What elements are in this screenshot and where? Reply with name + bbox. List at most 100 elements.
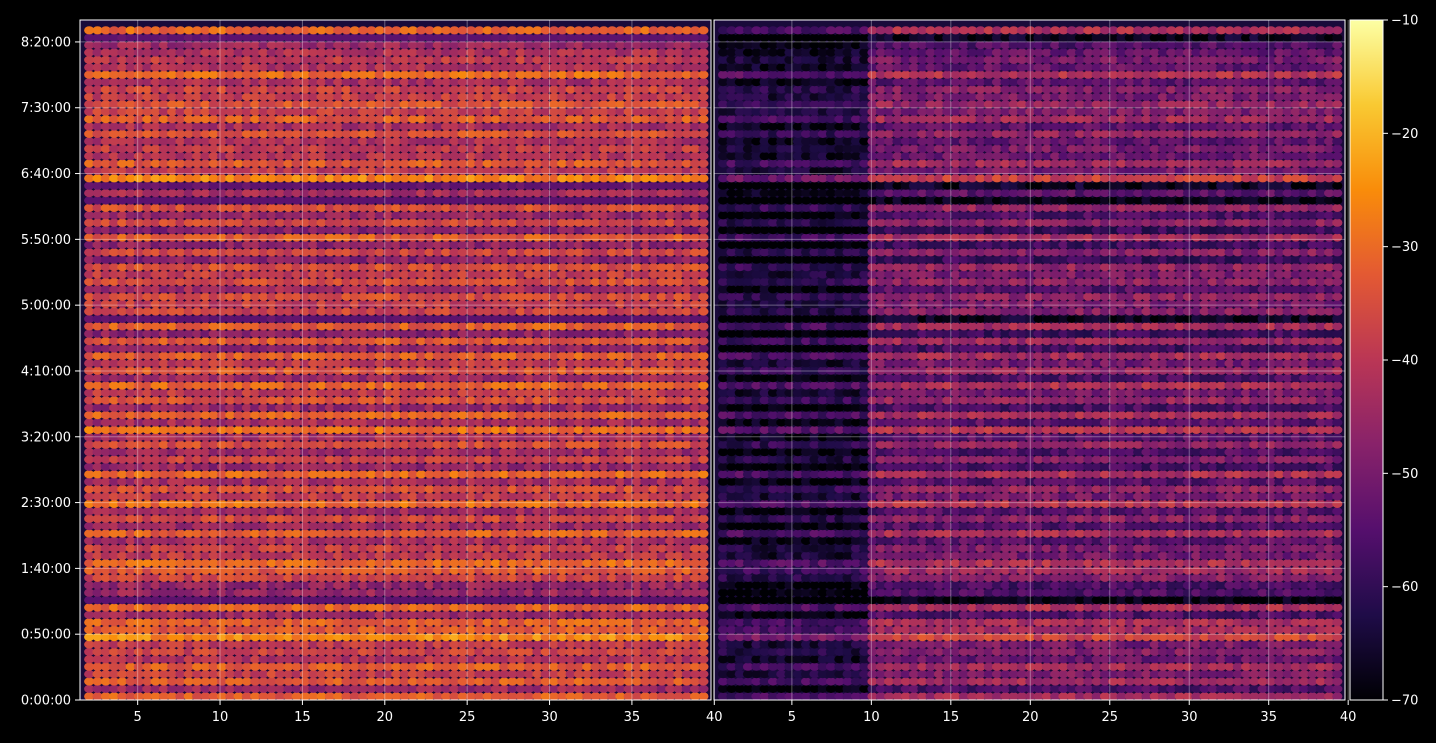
heatmap-cell <box>399 640 410 649</box>
heatmap-cell <box>333 603 344 612</box>
heatmap-cell <box>490 677 501 686</box>
heatmap-cell <box>698 618 709 627</box>
heatmap-cell <box>573 684 585 694</box>
heatmap-cell <box>548 684 560 694</box>
heatmap-cell <box>150 640 161 649</box>
heatmap-cell <box>142 603 153 612</box>
heatmap-cell <box>416 618 427 627</box>
heatmap-cell <box>673 677 684 686</box>
heatmap-cell <box>631 618 643 627</box>
heatmap-cell <box>374 684 385 694</box>
heatmap-cell <box>291 625 302 634</box>
heatmap-cell <box>382 670 394 679</box>
heatmap-cell <box>515 677 526 686</box>
heatmap-cell <box>216 603 228 612</box>
heatmap-cell <box>358 633 369 642</box>
heatmap-cell <box>407 692 418 701</box>
heatmap-cell <box>92 662 103 671</box>
heatmap-cell <box>557 670 568 679</box>
heatmap-cell <box>333 684 344 694</box>
heatmap-cell <box>382 603 394 612</box>
heatmap-cell <box>241 603 252 612</box>
heatmap-cell <box>698 218 709 227</box>
heatmap-cell <box>258 633 269 642</box>
heatmap-cell <box>241 640 252 649</box>
heatmap-cell <box>698 655 709 664</box>
heatmap-cell <box>316 610 327 620</box>
heatmap-cell <box>673 670 684 679</box>
heatmap-cell <box>117 647 128 657</box>
heatmap-cell <box>366 633 377 642</box>
heatmap-cell <box>341 684 352 694</box>
heatmap-cell <box>308 625 319 634</box>
heatmap-cell <box>449 692 460 701</box>
heatmap-cell <box>457 633 468 642</box>
heatmap-cell <box>590 670 601 679</box>
heatmap-cell <box>698 374 709 383</box>
heatmap-cell <box>142 677 153 686</box>
heatmap-cell <box>507 684 518 694</box>
heatmap-cell <box>84 655 95 664</box>
heatmap-cell <box>515 618 526 627</box>
heatmap-cell <box>673 647 684 657</box>
heatmap-cell <box>316 684 327 694</box>
heatmap-cell <box>416 670 427 679</box>
heatmap-cell <box>582 640 593 649</box>
heatmap-cell <box>208 677 219 686</box>
heatmap-cell <box>109 640 120 649</box>
heatmap-cell <box>565 625 576 634</box>
heatmap-cell <box>258 677 269 686</box>
heatmap-cell <box>548 640 560 649</box>
heatmap-cell <box>698 307 709 316</box>
heatmap-cell <box>349 618 360 627</box>
heatmap-cell <box>565 647 576 657</box>
heatmap-cell <box>441 603 452 612</box>
heatmap-cell <box>499 677 510 686</box>
heatmap-cell <box>250 662 261 671</box>
heatmap-cell <box>640 633 651 642</box>
heatmap-cell <box>233 647 244 657</box>
heatmap-cell <box>540 677 551 686</box>
heatmap-cell <box>92 625 103 634</box>
heatmap-cell <box>100 692 111 701</box>
heatmap-cell <box>142 655 153 664</box>
heatmap-cell <box>366 647 377 657</box>
heatmap-cell <box>640 618 651 627</box>
heatmap-cell <box>283 633 294 642</box>
heatmap-cell <box>424 677 435 686</box>
heatmap-cell <box>590 655 601 664</box>
heatmap-cell <box>374 647 385 657</box>
heatmap-cell <box>299 647 311 657</box>
heatmap-cell <box>698 551 709 560</box>
heatmap-cell <box>291 618 302 627</box>
heatmap-cell <box>133 662 144 671</box>
heatmap-cell <box>631 670 643 679</box>
heatmap-cell <box>698 285 709 294</box>
heatmap-cell <box>142 618 153 627</box>
heatmap-cell <box>291 677 302 686</box>
heatmap-cell <box>465 633 477 642</box>
heatmap-cell <box>416 692 427 701</box>
heatmap-cell <box>673 640 684 649</box>
heatmap-cell <box>266 647 277 657</box>
heatmap-cell <box>167 647 178 657</box>
heatmap-cell <box>92 677 103 686</box>
heatmap-cell <box>183 677 194 686</box>
heatmap-cell <box>391 610 402 620</box>
heatmap-cell <box>407 603 418 612</box>
heatmap-cell <box>175 618 186 627</box>
heatmap-cell <box>109 603 120 612</box>
heatmap-cell <box>507 662 518 671</box>
heatmap-cell <box>465 684 477 694</box>
heatmap-cell <box>100 670 111 679</box>
heatmap-cell <box>457 618 468 627</box>
heatmap-cell <box>698 270 709 279</box>
heatmap-cell <box>598 662 609 671</box>
heatmap-cell <box>532 692 543 701</box>
heatmap-cell <box>399 655 410 664</box>
heatmap-cell <box>623 647 634 657</box>
heatmap-cell <box>316 625 327 634</box>
heatmap-cell <box>573 655 585 664</box>
heatmap-cell <box>424 662 435 671</box>
heatmap-cell <box>258 647 269 657</box>
